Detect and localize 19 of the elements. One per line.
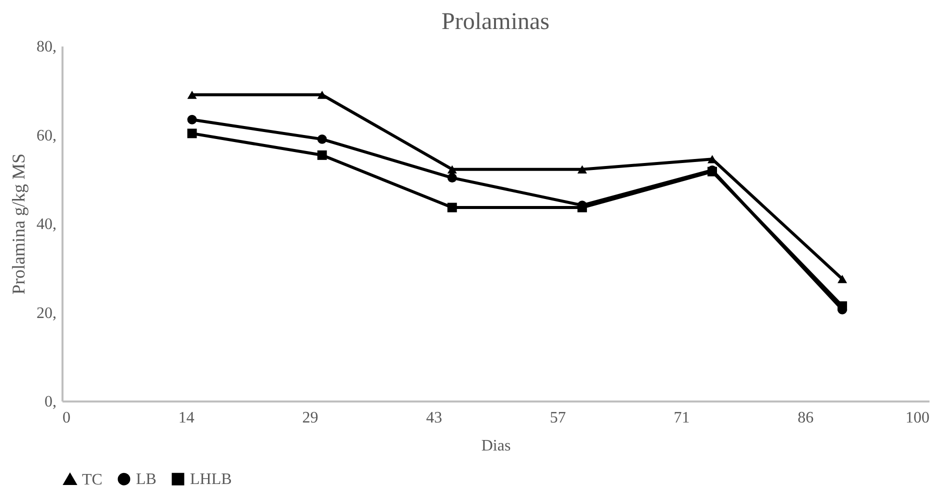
legend-label: LHLB (190, 471, 232, 488)
x-tick-label: 29 (302, 410, 318, 426)
x-axis-title: Dias (481, 438, 511, 454)
y-tick-label: 20, (36, 304, 56, 322)
y-axis-title: Prolamina g/kg MS (8, 153, 28, 295)
legend-label: LB (136, 471, 156, 488)
y-tick-label: 80, (36, 38, 56, 56)
y-tick-label: 40, (36, 216, 56, 233)
chart-title: Prolaminas (442, 9, 550, 35)
x-tick-label: 57 (550, 410, 566, 426)
x-tick-label: 0 (62, 410, 70, 426)
x-tick-label: 14 (178, 410, 194, 426)
x-tick-label: 71 (674, 410, 690, 426)
x-tick-label: 100 (906, 410, 930, 426)
y-tick-label: 60, (36, 127, 56, 144)
x-tick-label: 43 (426, 410, 442, 426)
y-tick-label: 0, (44, 394, 56, 410)
x-tick-label: 86 (798, 410, 814, 426)
legend-label: TC (82, 471, 102, 488)
